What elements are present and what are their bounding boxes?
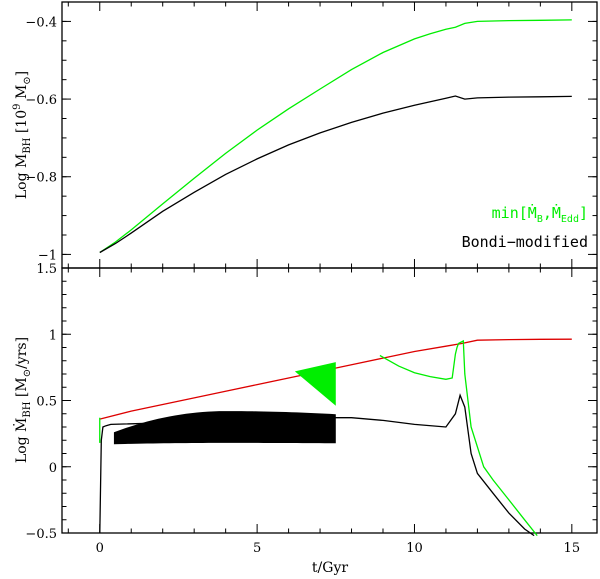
y-tick-label: 1.5 bbox=[36, 262, 57, 277]
bottom-y-axis-title: Log ṀBH [M⊙/yrs] bbox=[12, 337, 33, 463]
bottom-ylabel-units: [M bbox=[14, 377, 30, 397]
y-tick-label: 0 bbox=[49, 461, 57, 476]
svg-text:Log ṀBH [M⊙/yrs]: Log ṀBH [M⊙/yrs] bbox=[12, 337, 33, 463]
y-tick-label: 0.5 bbox=[36, 395, 57, 410]
black-band-fill bbox=[113, 411, 336, 445]
x-tick-label: 0 bbox=[96, 541, 104, 556]
top-ylabel-units: [10 bbox=[14, 110, 30, 133]
y-tick-label: 1 bbox=[49, 328, 57, 343]
bottom-ylabel-sun: ⊙ bbox=[22, 369, 33, 377]
x-axis-title: t/Gyr bbox=[312, 560, 348, 576]
series-line-min-mb-medd- bbox=[99, 19, 572, 254]
y-tick-label: −0.6 bbox=[25, 93, 57, 108]
series-line-eddington bbox=[99, 338, 572, 420]
legend-min-name: min[Ṁ bbox=[492, 203, 537, 222]
top-panel-marks bbox=[99, 19, 572, 254]
legend-min-sub2: Edd bbox=[561, 214, 579, 225]
green-triangle-fill bbox=[294, 362, 336, 406]
bottom-ylabel-units-tail: /yrs] bbox=[14, 337, 30, 369]
bottom-ylabel-sub: BH bbox=[22, 401, 33, 417]
bottom-panel-frame bbox=[61, 267, 598, 534]
top-ylabel-close: ] bbox=[14, 71, 30, 76]
series-line-bondi-modified bbox=[99, 95, 572, 254]
bottom-panel-ticks bbox=[62, 267, 597, 534]
top-panel-ticks bbox=[62, 2, 597, 268]
legend-entry-bondi: Bondi−modified bbox=[462, 233, 588, 251]
top-panel-frame bbox=[61, 1, 598, 269]
y-tick-label: −0.8 bbox=[25, 171, 57, 186]
series-line-min-mb-medd- bbox=[379, 339, 538, 537]
legend-min-sep: ,Ṁ bbox=[543, 203, 561, 222]
series-line-bondi-modified bbox=[99, 393, 535, 537]
top-ylabel-units-tail: M bbox=[14, 85, 30, 104]
x-tick-label: 5 bbox=[253, 541, 261, 556]
legend-entry-min: min[ṀB,ṀEdd] bbox=[492, 203, 588, 225]
top-y-axis-title: Log MBH [109 M⊙] bbox=[12, 71, 33, 199]
tick-labels: −1 −0.8 −0.6 −0.4 −0.5 0 0.5 1 1.5 0 5 10 15 bbox=[25, 15, 580, 556]
top-ylabel-sub: BH bbox=[22, 137, 33, 153]
top-ylabel-sun: ⊙ bbox=[22, 76, 33, 84]
x-tick-label: 10 bbox=[406, 541, 423, 556]
top-ylabel-main: Log M bbox=[14, 154, 30, 199]
y-tick-label: −0.5 bbox=[25, 527, 57, 542]
bottom-panel-marks bbox=[99, 338, 572, 537]
top-ylabel-exp: 9 bbox=[12, 103, 23, 109]
legend-min-close: ] bbox=[579, 204, 588, 222]
svg-text:Log MBH [109 M⊙]: Log MBH [109 M⊙] bbox=[12, 71, 33, 199]
x-tick-label: 15 bbox=[564, 541, 581, 556]
y-tick-label: −1 bbox=[38, 248, 57, 263]
y-tick-label: −0.4 bbox=[25, 15, 57, 30]
bottom-ylabel-main: Log Ṁ bbox=[12, 418, 30, 463]
legend-min-sub1: B bbox=[537, 214, 543, 225]
